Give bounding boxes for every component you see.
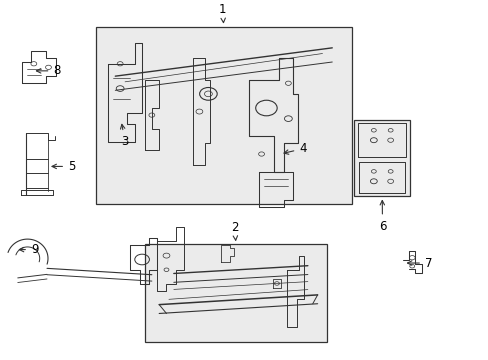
Text: 5: 5	[52, 160, 75, 173]
Bar	[353, 120, 409, 197]
Text: 9: 9	[20, 243, 39, 256]
Text: 1: 1	[218, 3, 226, 23]
Bar	[96, 27, 351, 203]
Text: 3: 3	[120, 124, 128, 148]
Text: 6: 6	[378, 201, 386, 233]
Text: 8: 8	[36, 64, 61, 77]
Text: 2: 2	[230, 221, 238, 240]
Text: 4: 4	[284, 142, 306, 155]
Bar	[144, 244, 327, 342]
Text: 7: 7	[407, 257, 431, 270]
